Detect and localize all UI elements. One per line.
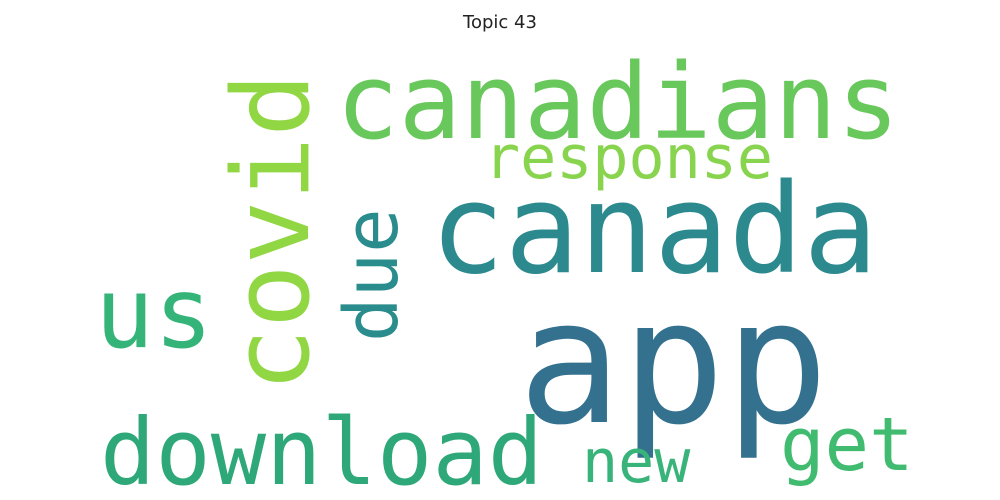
word-covid: covid [210,73,333,392]
word-due: due [329,208,415,342]
word-new: new [582,427,691,497]
word-response: response [484,123,773,193]
word-download: download [100,399,543,500]
chart-title: Topic 43 [463,12,537,33]
word-us: us [95,257,213,371]
word-canada: canada [430,158,878,302]
word-get: get [780,402,914,488]
word-canadians: canadians [336,41,900,163]
word-app: app [518,262,829,463]
